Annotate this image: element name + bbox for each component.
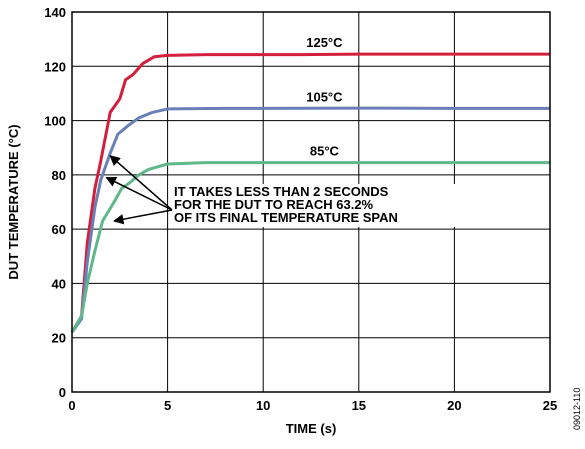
- annotation-text-line: OF ITS FINAL TEMPERATURE SPAN: [174, 210, 398, 225]
- x-tick-label: 20: [447, 398, 461, 413]
- annotation-text-line: IT TAKES LESS THAN 2 SECONDS: [174, 184, 389, 199]
- plot-frame: [71, 11, 551, 393]
- y-tick-label: 0: [59, 385, 66, 400]
- x-tick-label: 25: [543, 398, 557, 413]
- y-tick-label: 20: [52, 331, 66, 346]
- x-tick-label: 15: [352, 398, 366, 413]
- series-line-0: [70, 52, 550, 334]
- series-label-0: 125°C: [306, 35, 343, 50]
- x-tick-label: 10: [256, 398, 270, 413]
- y-tick-label: 140: [44, 5, 66, 20]
- series-line-2: [70, 161, 550, 334]
- y-tick-label: 100: [44, 114, 66, 129]
- grid-lines: [72, 12, 550, 392]
- x-axis-ticks: 0 5 10 15 20 25: [68, 398, 557, 413]
- y-axis-ticks: 0 20 40 60 80 100 120 140: [44, 5, 66, 400]
- y-tick-label: 120: [44, 59, 66, 74]
- series-label-1: 105°C: [306, 89, 343, 104]
- data-series: [70, 52, 550, 334]
- series-label-2: 85°C: [310, 144, 340, 159]
- annotation-arrow: [113, 209, 173, 225]
- y-tick-label: 60: [52, 222, 66, 237]
- x-tick-label: 5: [164, 398, 171, 413]
- annotation-arrow: [105, 176, 173, 211]
- series-labels: 125°C 105°C 85°C: [306, 35, 343, 159]
- annotation-background: [170, 184, 476, 227]
- x-tick-label: 0: [68, 398, 75, 413]
- y-tick-label: 40: [52, 276, 66, 291]
- y-axis-title: DUT TEMPERATURE (°C): [6, 124, 21, 279]
- annotation-text-line: FOR THE DUT TO REACH 63.2%: [174, 197, 374, 212]
- x-axis-title: TIME (s): [286, 421, 337, 436]
- figure-id: 09012-110: [572, 388, 582, 430]
- y-tick-label: 80: [52, 168, 66, 183]
- series-line-1: [70, 106, 550, 334]
- annotation-arrow: [109, 155, 173, 211]
